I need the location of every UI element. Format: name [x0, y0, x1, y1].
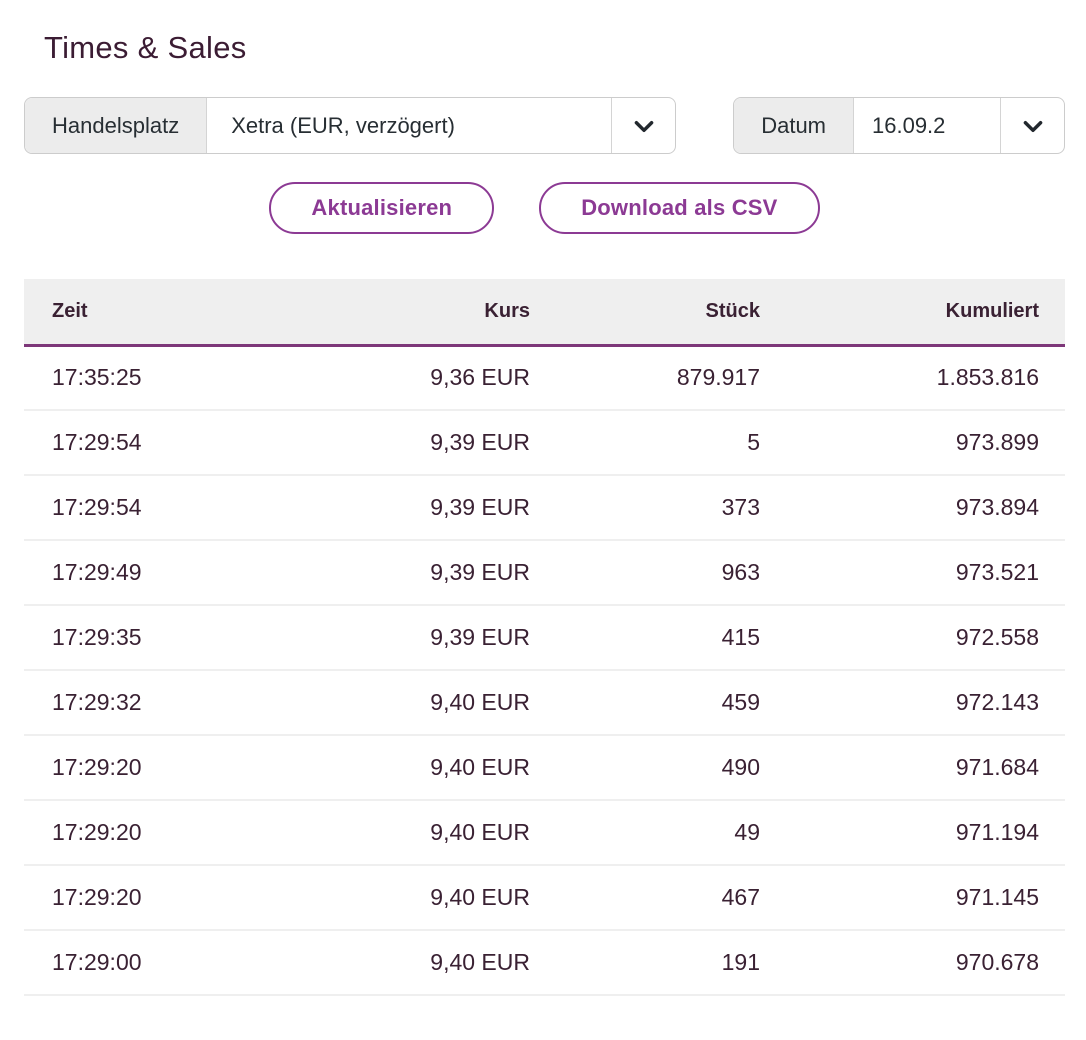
cell-zeit: 17:29:20: [24, 865, 330, 931]
cell-zeit: 17:29:54: [24, 475, 330, 541]
table-row: 17:29:54 9,39 EUR 5 973.899: [24, 410, 1065, 476]
cell-zeit: 17:29:54: [24, 410, 330, 476]
handelsplatz-value: Xetra (EUR, verzögert): [231, 112, 455, 138]
table-header-row: Zeit Kurs Stück Kumuliert: [24, 279, 1065, 347]
filter-bar: Handelsplatz Xetra (EUR, verzögert) Datu…: [24, 97, 1065, 154]
cell-kumuliert: 971.194: [760, 800, 1065, 866]
cell-stueck: 879.917: [530, 345, 760, 411]
column-header-kurs: Kurs: [330, 279, 530, 347]
page-title: Times & Sales: [44, 30, 247, 65]
handelsplatz-select[interactable]: Handelsplatz Xetra (EUR, verzögert): [24, 97, 677, 154]
table-row: 17:29:20 9,40 EUR 49 971.194: [24, 800, 1065, 866]
table-row: 17:29:20 9,40 EUR 467 971.145: [24, 865, 1065, 931]
datum-value: 16.09.2: [872, 112, 946, 138]
cell-kumuliert: 971.684: [760, 735, 1065, 801]
cell-zeit: 17:29:32: [24, 670, 330, 736]
cell-zeit: 17:29:35: [24, 605, 330, 671]
cell-kumuliert: 972.558: [760, 605, 1065, 671]
cell-stueck: 191: [530, 930, 760, 996]
table-row: 17:29:32 9,40 EUR 459 972.143: [24, 670, 1065, 736]
datum-label: Datum: [734, 98, 854, 153]
cell-zeit: 17:35:25: [24, 345, 330, 411]
datum-select[interactable]: Datum 16.09.2: [733, 97, 1065, 154]
refresh-button[interactable]: Aktualisieren: [269, 182, 495, 234]
cell-zeit: 17:29:20: [24, 800, 330, 866]
cell-kurs: 9,39 EUR: [330, 410, 530, 476]
cell-kurs: 9,36 EUR: [330, 345, 530, 411]
cell-stueck: 49: [530, 800, 760, 866]
chevron-down-icon[interactable]: [611, 98, 675, 153]
cell-kurs: 9,40 EUR: [330, 670, 530, 736]
cell-kumuliert: 973.894: [760, 475, 1065, 541]
cell-kurs: 9,40 EUR: [330, 865, 530, 931]
table-row: 17:29:35 9,39 EUR 415 972.558: [24, 605, 1065, 671]
cell-kurs: 9,40 EUR: [330, 930, 530, 996]
handelsplatz-label: Handelsplatz: [25, 98, 208, 153]
cell-zeit: 17:29:00: [24, 930, 330, 996]
cell-kurs: 9,40 EUR: [330, 735, 530, 801]
cell-zeit: 17:29:49: [24, 540, 330, 606]
cell-stueck: 415: [530, 605, 760, 671]
cell-kumuliert: 972.143: [760, 670, 1065, 736]
table-row: 17:29:20 9,40 EUR 490 971.684: [24, 735, 1065, 801]
cell-stueck: 963: [530, 540, 760, 606]
cell-kurs: 9,39 EUR: [330, 540, 530, 606]
column-header-kumuliert: Kumuliert: [760, 279, 1065, 347]
table-row: 17:29:54 9,39 EUR 373 973.894: [24, 475, 1065, 541]
cell-kumuliert: 973.899: [760, 410, 1065, 476]
cell-kumuliert: 971.145: [760, 865, 1065, 931]
column-header-stueck: Stück: [530, 279, 760, 347]
action-bar: Aktualisieren Download als CSV: [24, 182, 1065, 234]
column-header-zeit: Zeit: [24, 279, 330, 347]
cell-stueck: 467: [530, 865, 760, 931]
cell-kurs: 9,39 EUR: [330, 475, 530, 541]
table-row: 17:29:49 9,39 EUR 963 973.521: [24, 540, 1065, 606]
cell-kurs: 9,39 EUR: [330, 605, 530, 671]
cell-kumuliert: 1.853.816: [760, 345, 1065, 411]
table-row: 17:29:00 9,40 EUR 191 970.678: [24, 930, 1065, 996]
cell-stueck: 373: [530, 475, 760, 541]
cell-stueck: 5: [530, 410, 760, 476]
cell-zeit: 17:29:20: [24, 735, 330, 801]
table-row: 17:35:25 9,36 EUR 879.917 1.853.816: [24, 345, 1065, 411]
chevron-down-icon[interactable]: [1000, 98, 1064, 153]
cell-kurs: 9,40 EUR: [330, 800, 530, 866]
download-csv-button[interactable]: Download als CSV: [539, 182, 820, 234]
cell-kumuliert: 970.678: [760, 930, 1065, 996]
cell-stueck: 490: [530, 735, 760, 801]
cell-stueck: 459: [530, 670, 760, 736]
times-sales-table: Zeit Kurs Stück Kumuliert 17:35:25 9,36 …: [24, 279, 1065, 996]
cell-kumuliert: 973.521: [760, 540, 1065, 606]
